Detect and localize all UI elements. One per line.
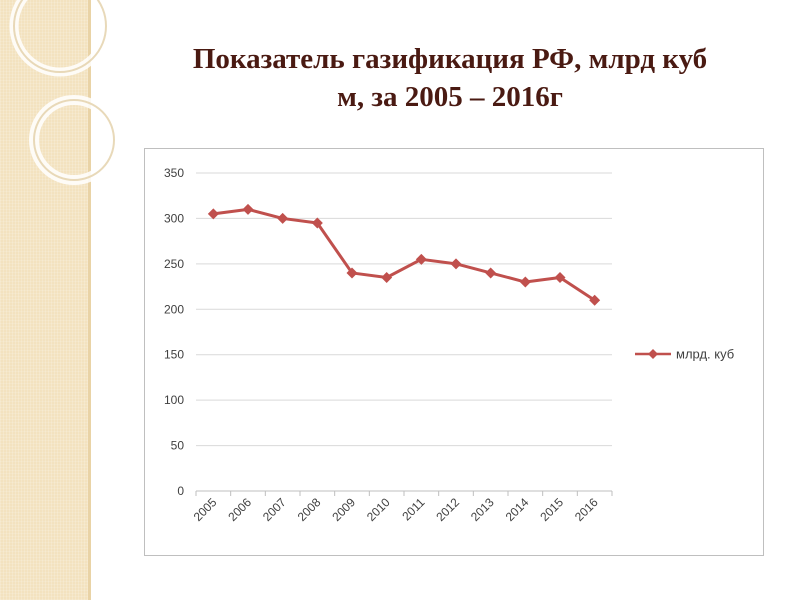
x-tick-label: 2012 [433, 495, 462, 524]
data-point-marker [346, 267, 358, 279]
data-point-marker [554, 271, 566, 283]
x-tick-labels: 2005 2006 2007 2008 2009 2010 2011 2012 2013 2014… [191, 495, 601, 524]
x-axis [195, 490, 613, 496]
x-tick-label: 2008 [295, 495, 324, 524]
y-tick-label: 100 [164, 393, 184, 407]
x-tick-label: 2011 [399, 495, 427, 523]
legend-marker-swatch [648, 349, 658, 359]
y-tick-label: 200 [164, 302, 184, 316]
grid-lines [196, 172, 612, 447]
x-tick-label: 2009 [329, 495, 358, 524]
y-tick-label: 350 [164, 166, 184, 180]
x-tick-label: 2010 [364, 495, 393, 524]
x-tick-label: 2005 [191, 495, 220, 524]
decorative-rings [9, 0, 119, 185]
x-tick-label: 2007 [260, 495, 289, 524]
slide-title-line-2: м, за 2005 – 2016г [337, 81, 563, 113]
data-point-marker [381, 271, 393, 283]
data-point-marker [519, 276, 531, 288]
y-tick-label: 50 [171, 439, 185, 453]
x-tick-label: 2016 [572, 495, 601, 524]
y-tick-label: 0 [177, 484, 184, 498]
slide-title: Показатель газификация РФ, млрд куб м, з… [110, 40, 790, 116]
data-point-marker [589, 294, 601, 306]
y-tick-label: 150 [164, 348, 184, 362]
data-point-marker [415, 253, 427, 265]
slide-decor-edge [88, 0, 91, 600]
x-tick-label: 2006 [225, 495, 254, 524]
data-point-marker [242, 203, 254, 215]
data-point-marker [207, 208, 219, 220]
data-point-marker [311, 217, 323, 229]
data-point-marker [450, 258, 462, 270]
x-tick-label: 2014 [503, 495, 532, 524]
slide-title-line-1: Показатель газификация РФ, млрд куб [192, 43, 708, 75]
x-tick-label: 2013 [468, 495, 497, 524]
legend: млрд. куб [635, 347, 734, 362]
x-tick-label: 2015 [537, 495, 566, 524]
chart-frame: 0 50 100 150 200 250 300 350 2005 2006 2007 2008 20… [144, 148, 764, 556]
y-tick-labels: 0 50 100 150 200 250 300 350 [164, 166, 184, 498]
series-line-group [207, 203, 601, 306]
y-tick-label: 300 [164, 211, 184, 225]
legend-label: млрд. куб [676, 347, 734, 362]
series-line [213, 207, 596, 302]
y-tick-label: 250 [164, 257, 184, 271]
data-point-marker [485, 267, 497, 279]
data-point-marker [277, 212, 289, 224]
